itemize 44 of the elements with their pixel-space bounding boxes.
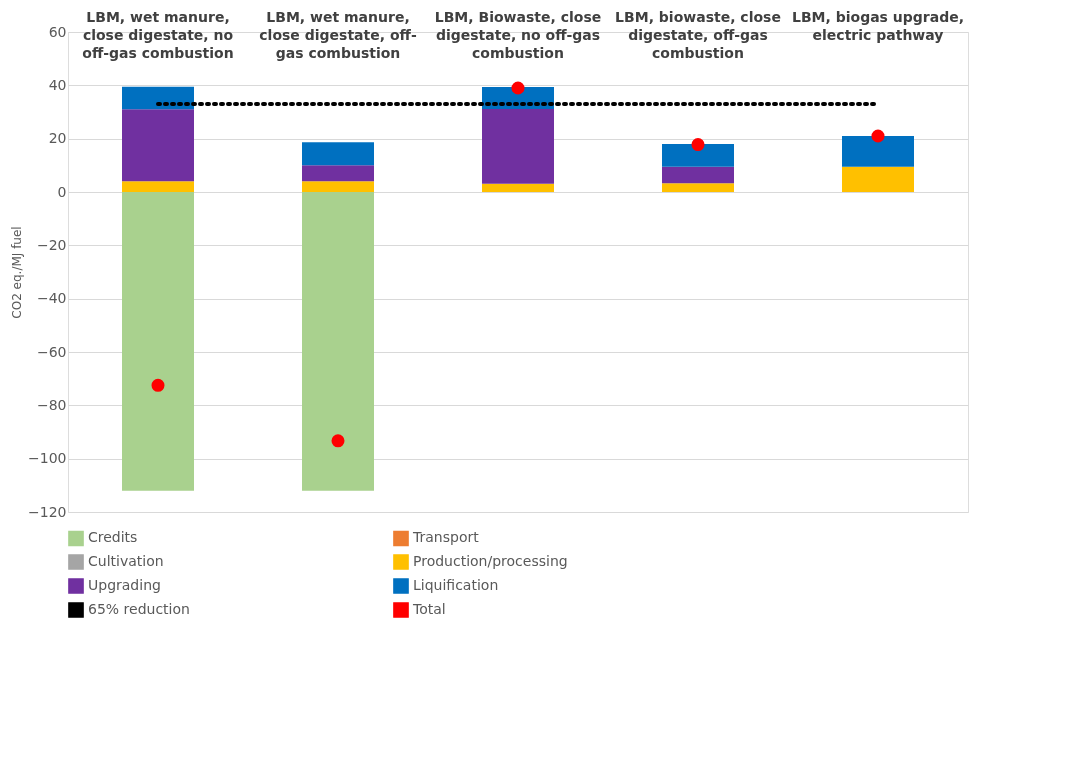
bar	[662, 166, 734, 184]
y-tick-label: −20	[36, 236, 67, 253]
point	[511, 81, 525, 95]
bar	[482, 109, 554, 184]
y-tick-label: 40	[48, 76, 67, 93]
bar	[482, 183, 554, 192]
y-axis-title: CO2 eq./MJ fuel	[10, 226, 25, 319]
point	[691, 138, 705, 152]
y-tick-label: 0	[57, 183, 67, 200]
x-tick-label: LBM, wet manure, close digestate, no off-gas combustion	[82, 8, 234, 61]
bar	[122, 86, 194, 110]
y-tick-label: 60	[48, 23, 67, 40]
x-tick-label: LBM, Biowaste, close digestate, no off-gas combustion	[434, 8, 602, 61]
y-tick-label: −80	[36, 396, 67, 413]
y-tick-label: −60	[36, 343, 67, 360]
point	[331, 434, 345, 448]
legend-label: Upgrading	[88, 577, 161, 593]
bar	[122, 109, 194, 182]
x-tick-label: LBM, wet manure, close digestate, off-gas combustion	[259, 8, 417, 61]
point	[871, 129, 885, 143]
bar	[302, 142, 374, 166]
legend-label: Production/processing	[413, 553, 568, 569]
x-tick-label: LBM, biowaste, close digestate, off-gas combustion	[615, 8, 781, 61]
legend-label: Cultivation	[88, 553, 164, 569]
y-tick-label: −100	[28, 450, 67, 467]
legend-label: Liquification	[413, 577, 499, 593]
y-tick-label: −40	[36, 290, 67, 307]
bar	[122, 192, 194, 491]
bar	[302, 165, 374, 182]
bar	[122, 181, 194, 192]
bar	[302, 192, 374, 491]
legend-label: Total	[412, 601, 446, 617]
y-tick-label: 20	[48, 130, 67, 147]
bar	[662, 144, 734, 167]
point	[151, 378, 165, 392]
bar	[842, 166, 914, 192]
legend-label: 65% reduction	[88, 601, 190, 617]
bar	[842, 136, 914, 167]
legend-label: Credits	[88, 529, 138, 546]
y-tick-label: −120	[28, 503, 67, 520]
legend-label: Transport	[412, 529, 480, 546]
x-tick-label: LBM, biogas upgrade, electric pathway	[791, 8, 965, 43]
bar	[662, 183, 734, 192]
bar	[302, 181, 374, 192]
